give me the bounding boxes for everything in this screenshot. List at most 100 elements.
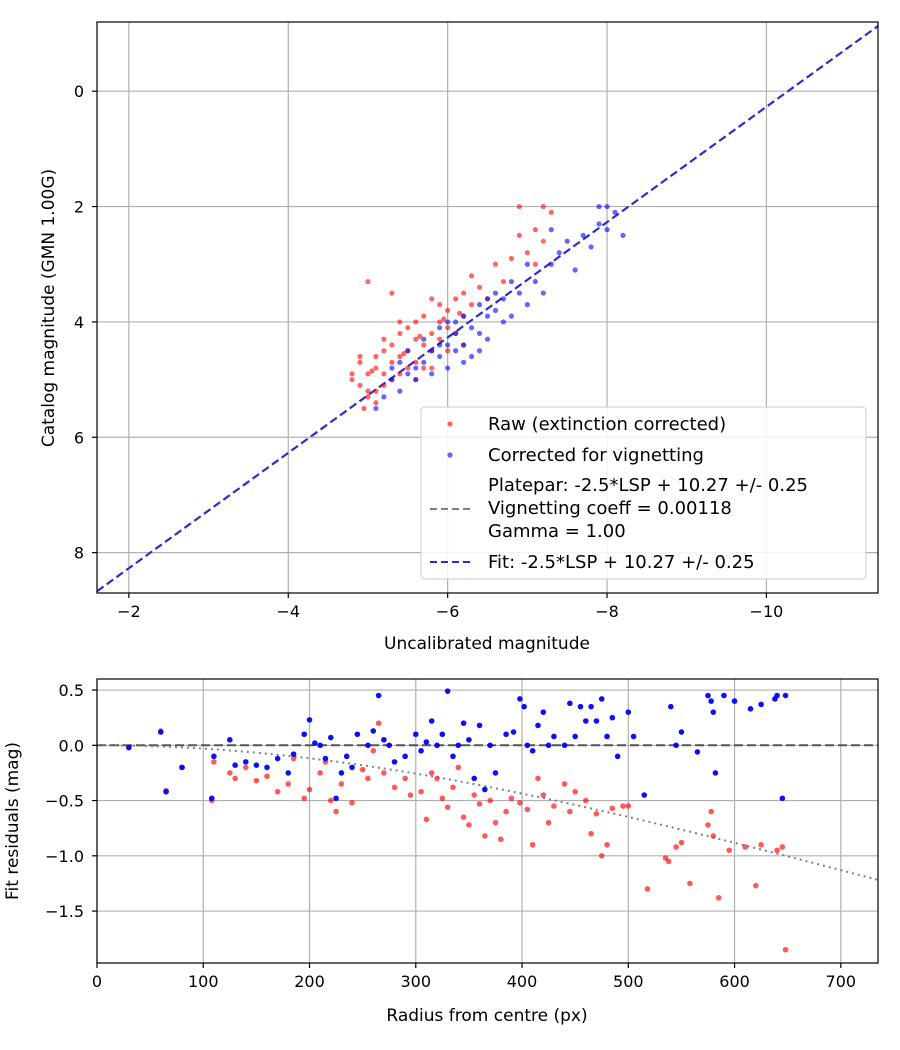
raw-point: [453, 296, 459, 302]
legend-box: [420, 406, 867, 580]
raw-residual-point: [253, 777, 260, 784]
corrected-residual-point: [779, 795, 786, 802]
raw-residual-point: [227, 770, 233, 776]
calibration-x-tick-label: −4: [276, 602, 300, 621]
raw-residual-point: [301, 795, 308, 802]
calibration-x-tick-label: −2: [117, 602, 141, 621]
corrected-residual-point: [545, 742, 552, 749]
corrected-point: [572, 267, 578, 273]
corrected-point: [548, 261, 554, 267]
corrected-point: [381, 394, 387, 400]
corrected-residual-point: [301, 731, 308, 738]
raw-residual-point: [460, 814, 467, 820]
raw-residual-point: [708, 808, 714, 815]
corrected-residual-point: [598, 696, 605, 702]
raw-residual-point: [593, 811, 600, 817]
raw-point: [437, 336, 443, 342]
corrected-point: [476, 302, 483, 308]
corrected-residual-point: [524, 742, 531, 749]
raw-point: [373, 400, 379, 406]
raw-point: [540, 203, 546, 210]
raw-residual-point: [687, 880, 693, 887]
corrected-residual-point: [126, 744, 132, 751]
corrected-residual-point: [322, 755, 329, 762]
calibration-y-tick-label: 8: [74, 544, 84, 563]
residuals-x-tick-label: 400: [507, 972, 538, 991]
raw-point: [401, 351, 407, 357]
raw-residual-point: [567, 808, 573, 815]
corrected-point: [532, 278, 538, 285]
corrected-residual-point: [208, 795, 215, 802]
raw-point: [460, 290, 467, 296]
corrected-residual-point: [471, 775, 478, 782]
raw-point: [516, 232, 522, 239]
calibration-y-tick-label: 2: [74, 198, 84, 217]
raw-residual-point: [285, 781, 292, 787]
raw-point: [365, 371, 371, 377]
corrected-point: [413, 365, 419, 371]
calibration-x-tick-label: −8: [595, 602, 619, 621]
raw-residual-point: [450, 784, 456, 791]
corrected-point: [437, 325, 443, 331]
raw-point: [397, 353, 403, 360]
corrected-point: [596, 203, 602, 210]
corrected-residual-point: [434, 742, 440, 749]
corrected-residual-point: [782, 692, 789, 699]
residuals-points: [126, 688, 789, 953]
corrected-residual-point: [630, 733, 637, 740]
raw-point: [413, 319, 419, 325]
raw-residual-point: [742, 844, 748, 850]
raw-residual-point: [359, 766, 366, 773]
raw-residual-point: [535, 775, 541, 782]
corrected-residual-point: [349, 764, 355, 771]
raw-point: [357, 353, 363, 360]
corrected-point: [445, 319, 451, 325]
corrected-point: [580, 232, 586, 239]
raw-point: [381, 382, 387, 388]
raw-residual-point: [665, 858, 672, 865]
raw-residual-point: [609, 805, 616, 812]
calibration-frame: [96, 21, 879, 594]
raw-point: [349, 376, 355, 383]
corrected-point: [429, 348, 435, 354]
raw-residual-point: [540, 792, 547, 798]
raw-residual-point: [582, 797, 589, 804]
legend-fit-label: Fit: -2.5*LSP + 10.27 +/- 0.25: [488, 552, 755, 573]
corrected-residual-point: [609, 714, 616, 721]
corrected-point: [437, 342, 443, 348]
raw-point: [381, 348, 387, 354]
raw-residual-point: [290, 755, 297, 762]
corrected-point: [445, 365, 451, 371]
raw-residual-point: [774, 847, 780, 854]
corrected-point: [508, 278, 515, 285]
residuals-x-tick-label: 300: [401, 972, 432, 991]
raw-residual-point: [705, 822, 711, 828]
raw-point: [373, 388, 379, 394]
calibration-y-label: Catalog magnitude (GMN 1.00G): [39, 169, 59, 447]
raw-point: [445, 348, 451, 354]
raw-point: [417, 333, 423, 339]
raw-residual-point: [561, 781, 568, 787]
raw-point: [357, 382, 363, 388]
raw-point: [349, 371, 355, 377]
corrected-point: [460, 313, 467, 319]
raw-point: [397, 330, 403, 337]
raw-point: [429, 296, 435, 302]
corrected-residual-point: [428, 718, 435, 724]
residuals-x-tick-label: 0: [92, 972, 102, 991]
corrected-residual-point: [455, 742, 462, 749]
raw-residual-point: [349, 799, 355, 806]
corrected-residual-point: [625, 709, 632, 715]
corrected-residual-point: [572, 733, 578, 740]
corrected-residual-point: [264, 764, 270, 771]
raw-residual-point: [306, 786, 313, 793]
corrected-point: [389, 365, 395, 371]
calibration-x-label: Uncalibrated magnitude: [384, 634, 590, 654]
corrected-residual-point: [540, 709, 547, 715]
corrected-residual-point: [774, 692, 780, 699]
calibration-ticks: −2 −4 −6 −8 −10 0 2 4 6 8: [74, 82, 783, 621]
corrected-residual-point: [460, 720, 467, 727]
corrected-residual-point: [614, 753, 621, 760]
residuals-plot-area: [97, 679, 878, 963]
corrected-residual-point: [710, 709, 717, 715]
